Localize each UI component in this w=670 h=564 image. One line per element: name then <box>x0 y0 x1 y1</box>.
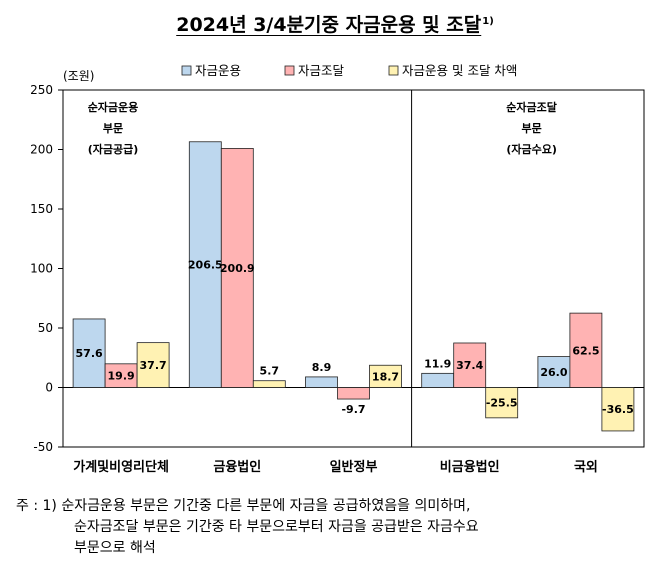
bar-value-label: 62.5 <box>572 344 599 357</box>
y-tick-label: -50 <box>33 440 53 454</box>
bar-value-label: 18.7 <box>372 370 399 383</box>
sector-annotation-line: 순자금조달 <box>506 100 557 114</box>
y-tick-label: 50 <box>38 321 53 335</box>
category-label: 국외 <box>574 459 598 475</box>
bar-0-2 <box>136 342 170 388</box>
category-label: 가계및비영리단체 <box>73 459 169 475</box>
y-tick-label: 250 <box>30 83 53 97</box>
sector-annotation-line: (자금공급) <box>88 142 139 156</box>
legend-label: 자금조달 <box>298 63 345 78</box>
bar-value-label: 5.7 <box>260 365 280 378</box>
footnote: 주 : 1) 순자금운용 부문은 기간중 다른 부문에 자금을 공급하였음을 의… <box>16 496 656 559</box>
legend-label: 자금운용 <box>195 63 241 78</box>
bar-value-label: 26.0 <box>540 366 567 379</box>
sector-annotation-line: 부문 <box>103 122 123 135</box>
bar-value-label: 8.9 <box>312 361 332 374</box>
footnote-line-3: 부문으로 해석 <box>74 540 156 556</box>
bar-1-0 <box>188 141 222 388</box>
bar-value-label: 206.5 <box>188 259 223 272</box>
bar-value-label: -25.5 <box>486 397 518 410</box>
footnote-line-1: 주 : 1) 순자금운용 부문은 기간중 다른 부문에 자금을 공급하였음을 의… <box>16 498 471 514</box>
bar-value-label: 57.6 <box>76 347 103 360</box>
footnote-line-2: 순자금조달 부문은 기간중 타 부문으로부터 자금을 공급받은 자금수요 <box>74 519 479 535</box>
sector-annotation-line: (자금수요) <box>506 142 557 156</box>
sector-annotation-line: 부문 <box>521 122 541 135</box>
sector-annotation-line: 순자금운용 <box>88 100 139 114</box>
y-axis-unit-label: (조원) <box>63 69 94 83</box>
y-tick-label: 0 <box>45 381 53 395</box>
bar-4-2 <box>601 387 635 432</box>
legend-swatch-2 <box>388 65 399 76</box>
bar-value-label: 37.7 <box>140 359 167 372</box>
category-label: 일반정부 <box>330 459 378 475</box>
legend-label: 자금운용 및 조달 차액 <box>402 63 517 78</box>
bar-1-1 <box>220 148 254 388</box>
bar-1-2 <box>252 380 286 388</box>
chart-title: 2024년 3/4분기중 자금운용 및 조달1) <box>0 10 670 37</box>
bar-value-label: 200.9 <box>220 262 255 275</box>
bar-value-label: -9.7 <box>341 403 365 416</box>
bar-2-1 <box>337 387 370 400</box>
category-label: 비금융법인 <box>440 459 500 475</box>
legend-swatch-1 <box>284 65 295 76</box>
bar-chart: -50 0 50 100 150 200 250 (조원) 57.6 19.9 37.7 가계및비영리… <box>30 63 645 475</box>
bar-0-0 <box>72 318 106 388</box>
y-tick-label: 100 <box>30 262 53 276</box>
bar-value-label: 37.4 <box>456 359 483 372</box>
bar-3-0 <box>421 372 455 388</box>
bar-value-label: 11.9 <box>424 357 451 370</box>
bar-3-2 <box>485 387 519 419</box>
bar-4-0 <box>537 356 571 388</box>
bar-value-label: 19.9 <box>108 370 135 383</box>
bar-2-2 <box>369 364 402 388</box>
title-footnote-mark: 1) <box>482 15 494 27</box>
legend-swatch-0 <box>181 65 192 76</box>
y-tick-label: 150 <box>30 202 53 216</box>
category-label: 금융법인 <box>213 459 261 475</box>
bar-2-0 <box>305 376 338 388</box>
bar-4-1 <box>569 312 603 388</box>
y-tick-label: 200 <box>30 143 53 157</box>
bar-3-1 <box>453 342 487 388</box>
chart-title-text: 2024년 3/4분기중 자금운용 및 조달 <box>176 14 482 36</box>
bar-value-label: -36.5 <box>602 403 634 416</box>
